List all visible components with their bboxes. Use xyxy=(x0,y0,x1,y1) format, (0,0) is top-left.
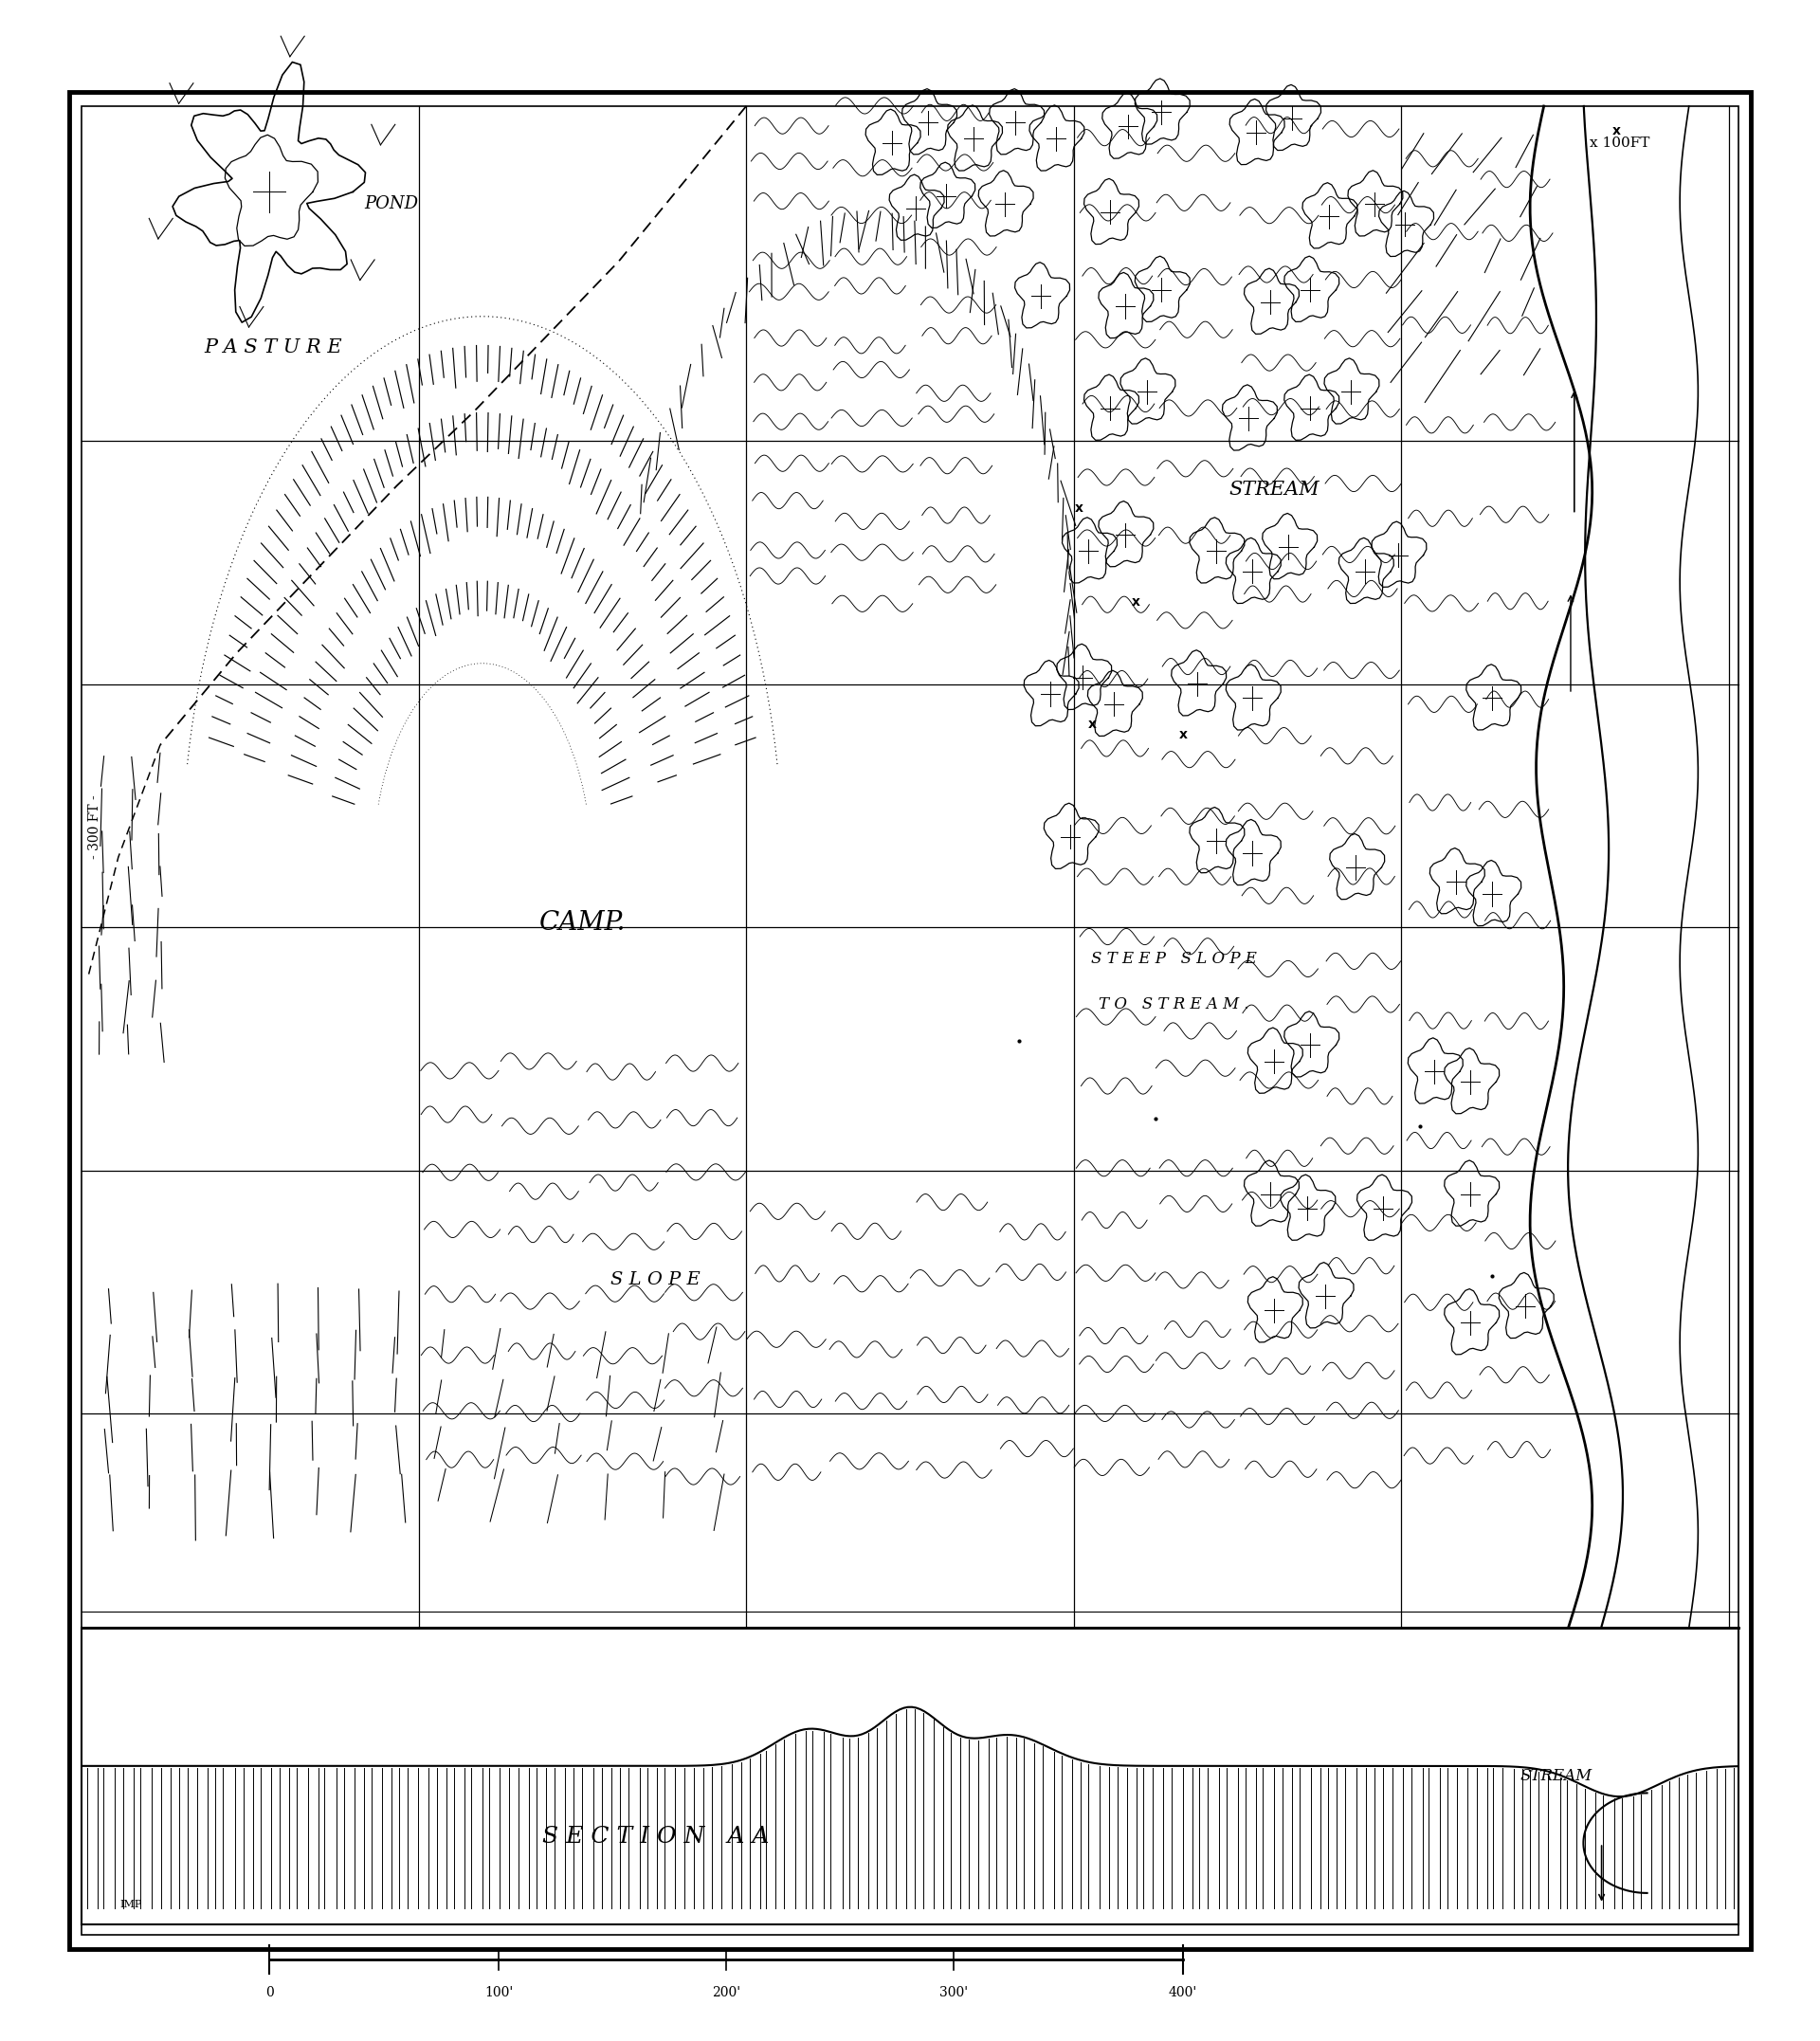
Text: IMP: IMP xyxy=(120,1900,142,1908)
Text: - 300 FT -: - 300 FT - xyxy=(87,794,102,859)
Text: P A S T U R E: P A S T U R E xyxy=(204,339,342,355)
Bar xyxy=(82,106,1738,1935)
Text: T O   S T R E A M .: T O S T R E A M . xyxy=(1099,996,1249,1012)
Text: 400': 400' xyxy=(1168,1986,1198,2000)
Text: CAMP.: CAMP. xyxy=(539,910,626,935)
Text: POND: POND xyxy=(364,196,419,212)
Text: x: x xyxy=(1076,502,1083,514)
Text: x: x xyxy=(1088,718,1096,731)
Text: 0: 0 xyxy=(266,1986,273,2000)
Text: 100': 100' xyxy=(484,1986,513,2000)
Text: S E C T I O N   A A: S E C T I O N A A xyxy=(542,1827,768,1847)
Text: x: x xyxy=(1132,596,1139,608)
Text: x: x xyxy=(1179,729,1187,741)
Text: STREAM: STREAM xyxy=(1520,1768,1592,1784)
Text: STREAM: STREAM xyxy=(1228,482,1319,498)
Text: x 100FT: x 100FT xyxy=(1589,137,1651,149)
Text: 300': 300' xyxy=(939,1986,968,2000)
Text: x: x xyxy=(1613,125,1620,137)
Text: S L O P E: S L O P E xyxy=(610,1272,701,1288)
Text: S T E E P   S L O P E: S T E E P S L O P E xyxy=(1090,951,1258,967)
Text: 200': 200' xyxy=(712,1986,741,2000)
